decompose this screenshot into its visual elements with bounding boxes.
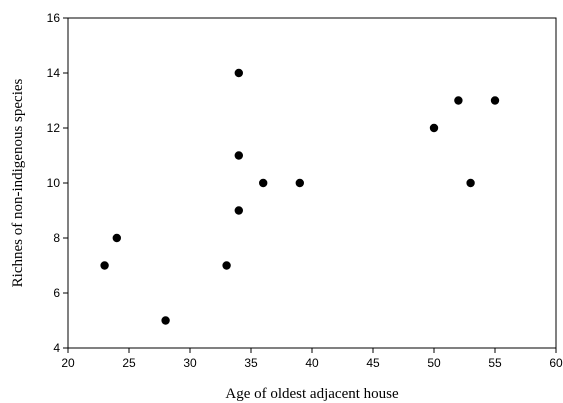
point <box>490 96 500 105</box>
x-axis-label: Age of oldest adjacent house <box>225 386 399 402</box>
point <box>466 178 475 188</box>
y-tick-label: 10 <box>47 176 61 190</box>
point <box>234 151 243 160</box>
point <box>429 123 439 133</box>
point <box>454 96 463 105</box>
y-tick-label: 16 <box>47 11 61 25</box>
point <box>161 316 170 325</box>
y-tick-label: 12 <box>47 121 61 135</box>
y-tick-label: 14 <box>47 66 61 80</box>
x-tick-label: 50 <box>427 356 441 370</box>
point <box>234 206 243 215</box>
point <box>100 261 109 270</box>
x-tick-label: 45 <box>366 356 380 370</box>
y-tick-label: 4 <box>53 341 60 355</box>
x-tick-label: 30 <box>183 356 197 370</box>
y-tick-label: 6 <box>53 286 60 300</box>
point <box>295 178 304 188</box>
point <box>112 233 122 243</box>
y-axis-label: Richnes of non-indigenous species <box>10 78 26 287</box>
plot-frame <box>67 17 557 349</box>
x-tick-label: 60 <box>549 356 563 370</box>
point <box>234 68 243 78</box>
x-tick-label: 25 <box>122 356 136 370</box>
x-tick-label: 55 <box>488 356 502 370</box>
x-tick-label: 40 <box>305 356 319 370</box>
point <box>222 261 231 270</box>
y-tick-label: 8 <box>53 231 60 245</box>
point <box>259 178 268 188</box>
x-tick-label: 20 <box>61 356 75 370</box>
x-tick-label: 35 <box>244 356 258 370</box>
